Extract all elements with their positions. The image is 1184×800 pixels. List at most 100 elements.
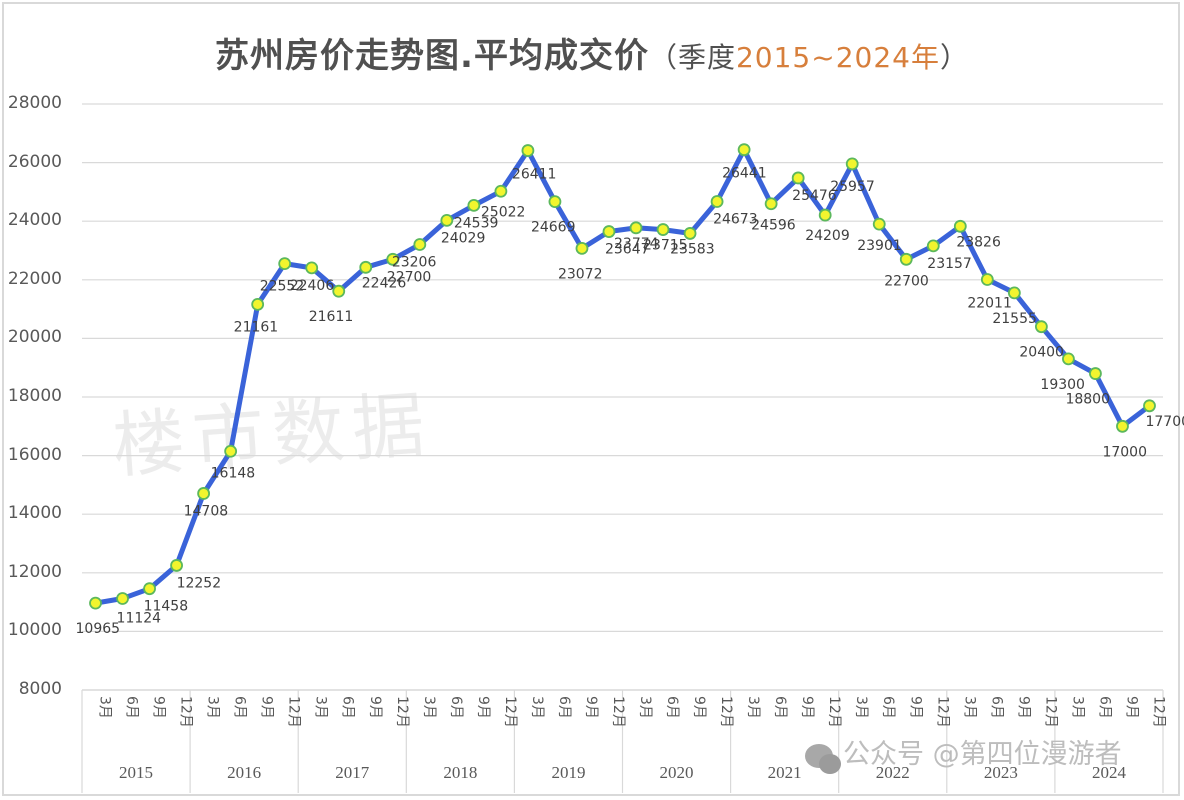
quarter-label: 9月	[799, 696, 815, 719]
quarter-label: 3月	[853, 696, 869, 719]
quarter-label: 3月	[961, 696, 977, 719]
data-label: 22426	[362, 275, 407, 291]
data-label: 23647	[605, 242, 650, 258]
data-label: 22700	[884, 273, 929, 289]
quarter-label: 6月	[448, 696, 464, 719]
quarter-label: 12月	[394, 696, 410, 728]
data-label: 22406	[290, 278, 335, 294]
data-label: 24539	[454, 215, 499, 231]
data-point-marker	[1143, 399, 1156, 413]
quarter-label: 6月	[1096, 696, 1112, 719]
quarter-label: 6月	[664, 696, 680, 719]
data-label: 25957	[830, 179, 875, 195]
quarter-label: 9月	[475, 696, 491, 719]
quarter-label: 3月	[313, 696, 329, 719]
data-point-marker	[494, 184, 508, 198]
y-tick-label: 26000	[7, 151, 62, 172]
data-point-marker	[305, 261, 319, 275]
data-point-marker	[224, 444, 238, 458]
data-label: 23157	[927, 256, 972, 272]
year-label: 2020	[660, 763, 694, 782]
data-point-marker	[1007, 286, 1021, 300]
data-point-marker	[602, 225, 616, 238]
quarter-label: 6月	[772, 696, 788, 719]
quarter-label: 3月	[97, 696, 113, 719]
quarter-label: 3月	[529, 696, 545, 719]
data-label: 23715	[643, 238, 688, 254]
quarter-label: 12月	[610, 696, 626, 728]
price-line	[95, 147, 1152, 606]
y-tick-label: 18000	[7, 386, 62, 406]
data-point-marker	[467, 199, 481, 212]
data-label: 26411	[512, 167, 557, 183]
data-label: 20400	[1019, 345, 1064, 361]
data-point-marker	[737, 143, 751, 157]
quarter-label: 12月	[502, 696, 518, 728]
y-tick-label: 20000	[7, 327, 62, 348]
data-point-marker	[926, 239, 940, 253]
data-label: 22552	[260, 279, 305, 295]
data-point-marker	[521, 144, 535, 157]
year-label: 2016	[227, 763, 261, 782]
year-label: 2021	[768, 763, 802, 782]
y-tick-label: 22000	[7, 268, 62, 289]
y-tick-label: 24000	[7, 210, 62, 231]
quarter-label: 12月	[934, 696, 950, 728]
data-label: 17000	[1102, 444, 1147, 460]
data-label: 11458	[144, 599, 189, 615]
data-label: 26441	[722, 166, 767, 182]
data-point-marker	[197, 487, 211, 500]
data-point-marker	[386, 252, 400, 266]
quarter-label: 9月	[907, 696, 923, 719]
data-label: 11124	[117, 610, 162, 626]
y-tick-label: 10000	[7, 620, 62, 641]
data-point-marker	[683, 227, 697, 240]
quarter-label: 6月	[556, 696, 572, 719]
quarter-label: 9月	[151, 696, 167, 719]
data-point-marker	[629, 221, 643, 235]
year-label: 2023	[984, 763, 1018, 782]
data-point-marker	[278, 257, 292, 271]
y-tick-label: 12000	[7, 561, 62, 582]
data-point-marker	[170, 559, 183, 572]
quarter-label: 12月	[178, 696, 194, 728]
data-label: 10965	[76, 621, 121, 637]
data-label: 21555	[992, 311, 1037, 327]
data-label: 24029	[441, 230, 486, 246]
quarter-label: 9月	[691, 696, 707, 719]
year-label: 2018	[443, 763, 477, 782]
data-point-marker	[845, 157, 859, 171]
data-point-marker	[953, 219, 967, 233]
quarter-label: 12月	[1150, 696, 1166, 728]
data-label: 17700	[1145, 414, 1184, 430]
y-tick-label: 8000	[18, 679, 62, 699]
data-point-marker	[899, 252, 913, 266]
year-label: 2017	[335, 763, 370, 782]
data-label: 24596	[751, 218, 796, 234]
data-point-marker	[980, 273, 994, 286]
quarter-label: 9月	[367, 696, 383, 719]
data-label: 22011	[967, 295, 1012, 311]
data-point-marker	[1116, 419, 1129, 433]
data-label: 21611	[309, 309, 354, 325]
quarter-label: 6月	[880, 696, 896, 719]
data-label: 23901	[857, 238, 902, 254]
data-label: 23826	[956, 234, 1001, 250]
data-label: 16148	[211, 465, 256, 481]
data-label: 12252	[177, 575, 222, 591]
y-tick-label: 14000	[7, 503, 62, 524]
quarter-label: 9月	[583, 696, 599, 719]
data-label: 14708	[184, 503, 229, 519]
data-label: 24669	[531, 220, 576, 236]
quarter-label: 3月	[745, 696, 761, 719]
data-label: 19300	[1040, 377, 1085, 393]
data-point-marker	[1089, 367, 1102, 380]
data-point-marker	[116, 592, 129, 605]
data-label: 25022	[481, 204, 526, 220]
quarter-label: 3月	[637, 696, 653, 719]
data-point-marker	[332, 284, 346, 298]
data-label: 24209	[805, 228, 850, 244]
chart-title: 苏州房价走势图.平均成交价（季度2015~2024年）	[0, 28, 1184, 77]
data-point-marker	[656, 223, 670, 236]
